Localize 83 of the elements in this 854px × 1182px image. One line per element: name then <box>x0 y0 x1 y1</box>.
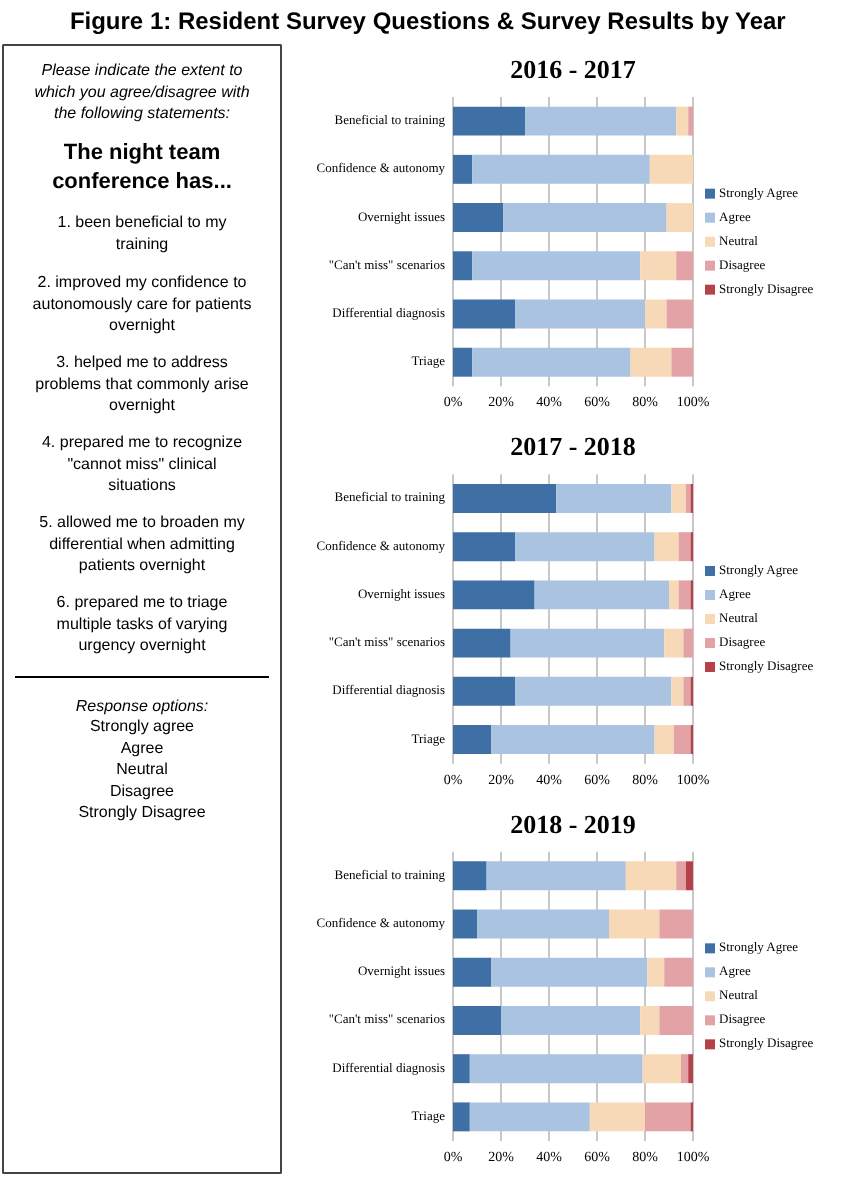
bar <box>666 299 693 329</box>
bar <box>472 347 631 377</box>
text: 4. prepared me to recognize "cannot miss" clinical situations <box>41 433 244 495</box>
bar <box>645 299 667 329</box>
bar <box>453 299 516 329</box>
bar <box>472 154 650 184</box>
bar <box>477 909 609 939</box>
bar <box>659 1005 693 1035</box>
bar <box>453 676 516 706</box>
bar <box>676 106 689 136</box>
bar <box>642 1054 681 1084</box>
text: 6. prepared me to triage multiple tasks of varying urgency overnight <box>56 593 229 655</box>
text: 5. allowed me to broaden my differential when admitting patients overnight <box>39 513 245 575</box>
bar <box>534 580 669 610</box>
bar <box>654 725 674 755</box>
bar <box>664 628 684 658</box>
bar <box>678 532 691 562</box>
bar <box>654 532 679 562</box>
text: 1. been beneficial to my training <box>57 213 227 253</box>
bar <box>676 251 693 281</box>
bar <box>453 106 525 136</box>
chart-title: 2017 - 2018 <box>510 431 637 462</box>
bar <box>647 957 665 987</box>
bar <box>645 1102 691 1132</box>
chart-title: 2016 - 2017 <box>510 54 637 84</box>
bar <box>640 1005 660 1035</box>
bar <box>453 909 477 939</box>
bar <box>630 347 672 377</box>
text: 3. helped me to address problems that commonly arise overnight <box>35 353 250 415</box>
text: 2. improved my confidence to autonomously care for patients overnight <box>32 273 252 335</box>
bar <box>678 580 691 610</box>
bar <box>666 203 693 233</box>
bar <box>503 203 667 233</box>
bar <box>625 861 677 891</box>
bar <box>453 628 511 658</box>
bar <box>453 861 487 891</box>
bar <box>556 483 672 513</box>
bar <box>486 861 626 891</box>
bar <box>510 628 665 658</box>
bar <box>501 1005 641 1035</box>
bar <box>453 483 557 513</box>
bar <box>649 154 693 184</box>
bar <box>681 1054 689 1084</box>
bar <box>683 676 691 706</box>
bar <box>453 251 473 281</box>
bar <box>469 1102 590 1132</box>
bar <box>453 1102 470 1132</box>
bar <box>491 725 655 755</box>
chart-title: 2018 - 2019 <box>510 808 637 839</box>
bar <box>453 725 492 755</box>
bar <box>469 1054 643 1084</box>
text: The night team conference has... <box>52 141 232 194</box>
bar <box>453 154 473 184</box>
bar <box>589 1102 645 1132</box>
bar <box>685 861 693 891</box>
bar <box>671 676 684 706</box>
bar <box>609 909 660 939</box>
bar <box>515 299 645 329</box>
bar <box>453 580 535 610</box>
bar <box>515 676 672 706</box>
bar <box>659 909 693 939</box>
bar <box>472 251 641 281</box>
bar <box>671 483 686 513</box>
bar <box>515 532 655 562</box>
text: Figure 1: Resident Survey Questions & Survey Results by Year <box>69 7 787 35</box>
bar <box>640 251 677 281</box>
bar <box>453 347 473 377</box>
bar <box>453 203 504 233</box>
bar <box>673 725 691 755</box>
bar <box>669 580 679 610</box>
bar <box>453 957 492 987</box>
bar <box>525 106 677 136</box>
bar <box>664 957 693 987</box>
text: Response options: Strongly agree Agree Neutral Disagree Strongly Disagree <box>75 697 209 822</box>
text: Please indicate the extent to which you agree/disagree with the following statements: <box>34 61 251 123</box>
bar <box>676 861 686 891</box>
bar <box>453 532 516 562</box>
bar <box>491 957 648 987</box>
bar <box>685 483 691 513</box>
bar <box>683 628 693 658</box>
bar <box>453 1005 501 1035</box>
bar <box>453 1054 470 1084</box>
bar <box>671 347 693 377</box>
